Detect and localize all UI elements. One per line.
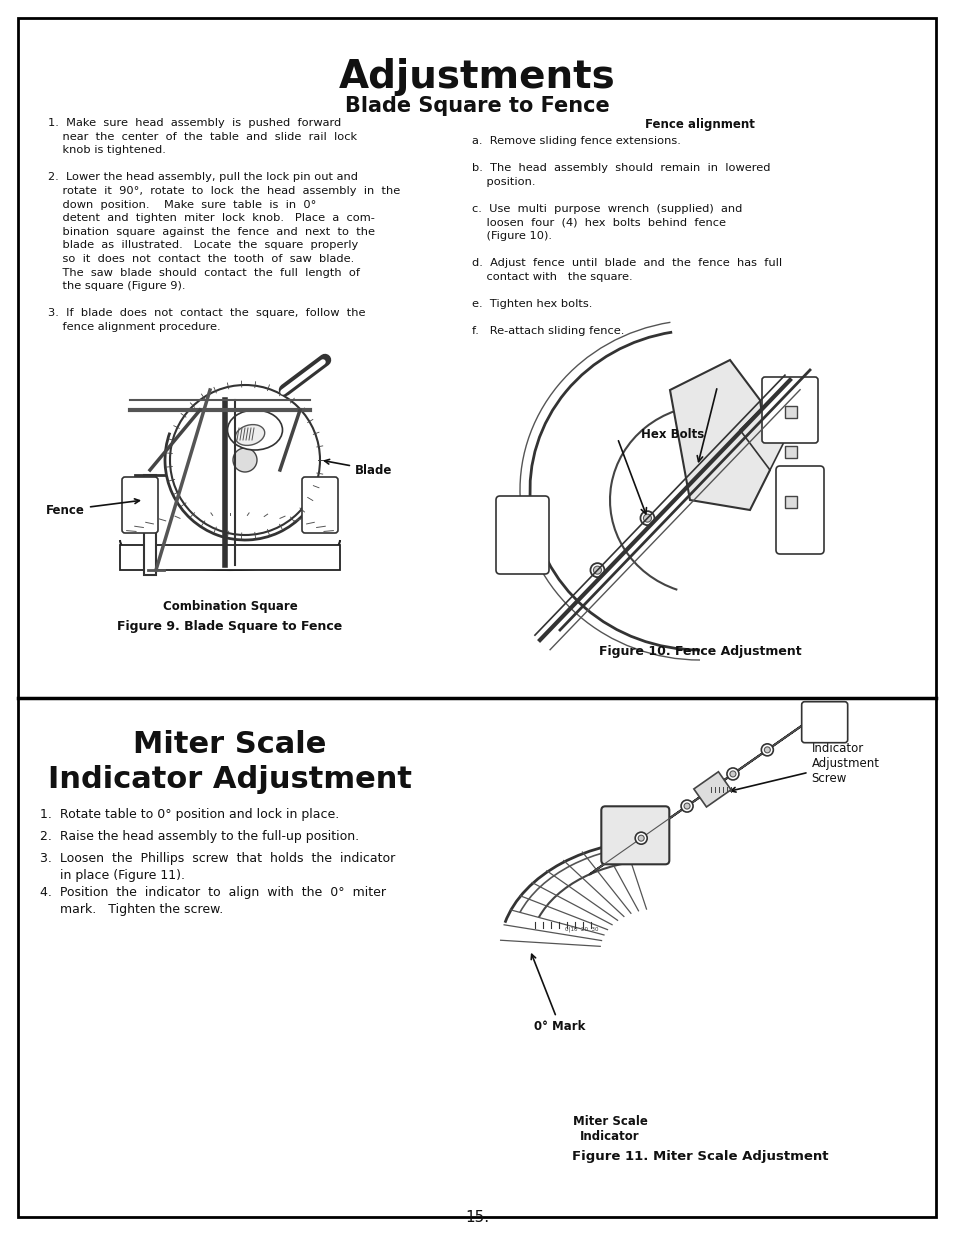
Circle shape xyxy=(760,743,773,756)
Text: Combination Square: Combination Square xyxy=(162,600,297,613)
Circle shape xyxy=(735,417,743,426)
Text: Miter Scale
Indicator: Miter Scale Indicator xyxy=(572,1115,647,1144)
Text: Fence: Fence xyxy=(46,499,139,516)
Circle shape xyxy=(590,563,604,577)
Polygon shape xyxy=(669,359,769,510)
Bar xyxy=(693,772,730,806)
Ellipse shape xyxy=(227,410,282,450)
Text: Blade Square to Fence: Blade Square to Fence xyxy=(344,96,609,116)
Text: Blade: Blade xyxy=(324,459,392,477)
Polygon shape xyxy=(740,390,789,471)
Bar xyxy=(784,496,796,508)
Circle shape xyxy=(170,385,319,535)
Text: 2.  Raise the head assembly to the full-up position.: 2. Raise the head assembly to the full-u… xyxy=(40,830,358,844)
Text: Indicator Adjustment: Indicator Adjustment xyxy=(48,764,412,794)
Text: Fence alignment: Fence alignment xyxy=(644,119,754,131)
Polygon shape xyxy=(589,705,829,874)
Circle shape xyxy=(642,514,651,522)
Circle shape xyxy=(593,566,600,574)
Circle shape xyxy=(635,832,646,845)
Bar xyxy=(784,406,796,417)
FancyBboxPatch shape xyxy=(496,496,548,574)
Circle shape xyxy=(693,462,700,471)
Text: Figure 11. Miter Scale Adjustment: Figure 11. Miter Scale Adjustment xyxy=(571,1150,827,1163)
Text: 3.  Loosen  the  Phillips  screw  that  holds  the  indicator
     in place (Fig: 3. Loosen the Phillips screw that holds … xyxy=(40,852,395,882)
Circle shape xyxy=(763,747,769,753)
Text: Hex Bolts: Hex Bolts xyxy=(640,429,703,441)
Circle shape xyxy=(680,800,692,813)
Ellipse shape xyxy=(235,425,264,446)
Text: a.  Remove sliding fence extensions.

b.  The  head  assembly  should  remain  i: a. Remove sliding fence extensions. b. T… xyxy=(472,136,781,336)
Bar xyxy=(144,475,156,576)
Circle shape xyxy=(732,415,746,429)
FancyBboxPatch shape xyxy=(122,477,158,534)
FancyBboxPatch shape xyxy=(775,466,823,555)
FancyBboxPatch shape xyxy=(600,806,669,864)
Bar xyxy=(120,545,339,571)
Circle shape xyxy=(233,448,256,472)
Circle shape xyxy=(690,459,703,473)
Circle shape xyxy=(638,835,643,841)
Text: 1.  Rotate table to 0° position and lock in place.: 1. Rotate table to 0° position and lock … xyxy=(40,808,339,821)
Text: Indicator
Adjustment
Screw: Indicator Adjustment Screw xyxy=(730,742,879,792)
Text: 4.  Position  the  indicator  to  align  with  the  0°  miter
     mark.   Tight: 4. Position the indicator to align with … xyxy=(40,885,386,916)
Text: Figure 9. Blade Square to Fence: Figure 9. Blade Square to Fence xyxy=(117,620,342,634)
Text: 0° Mark: 0° Mark xyxy=(531,955,585,1032)
FancyBboxPatch shape xyxy=(801,701,847,742)
Text: Miter Scale: Miter Scale xyxy=(133,730,326,760)
Circle shape xyxy=(683,803,689,809)
Text: 15.: 15. xyxy=(464,1210,489,1225)
Text: 1.  Make  sure  head  assembly  is  pushed  forward
    near  the  center  of  t: 1. Make sure head assembly is pushed for… xyxy=(48,119,400,332)
FancyBboxPatch shape xyxy=(302,477,337,534)
Circle shape xyxy=(729,771,735,777)
Text: Figure 10. Fence Adjustment: Figure 10. Fence Adjustment xyxy=(598,645,801,658)
Bar xyxy=(784,446,796,458)
Text: Adjustments: Adjustments xyxy=(338,58,615,96)
Circle shape xyxy=(639,511,654,525)
FancyBboxPatch shape xyxy=(761,377,817,443)
Circle shape xyxy=(726,768,739,781)
Text: 0|10  20  30: 0|10 20 30 xyxy=(564,926,598,931)
